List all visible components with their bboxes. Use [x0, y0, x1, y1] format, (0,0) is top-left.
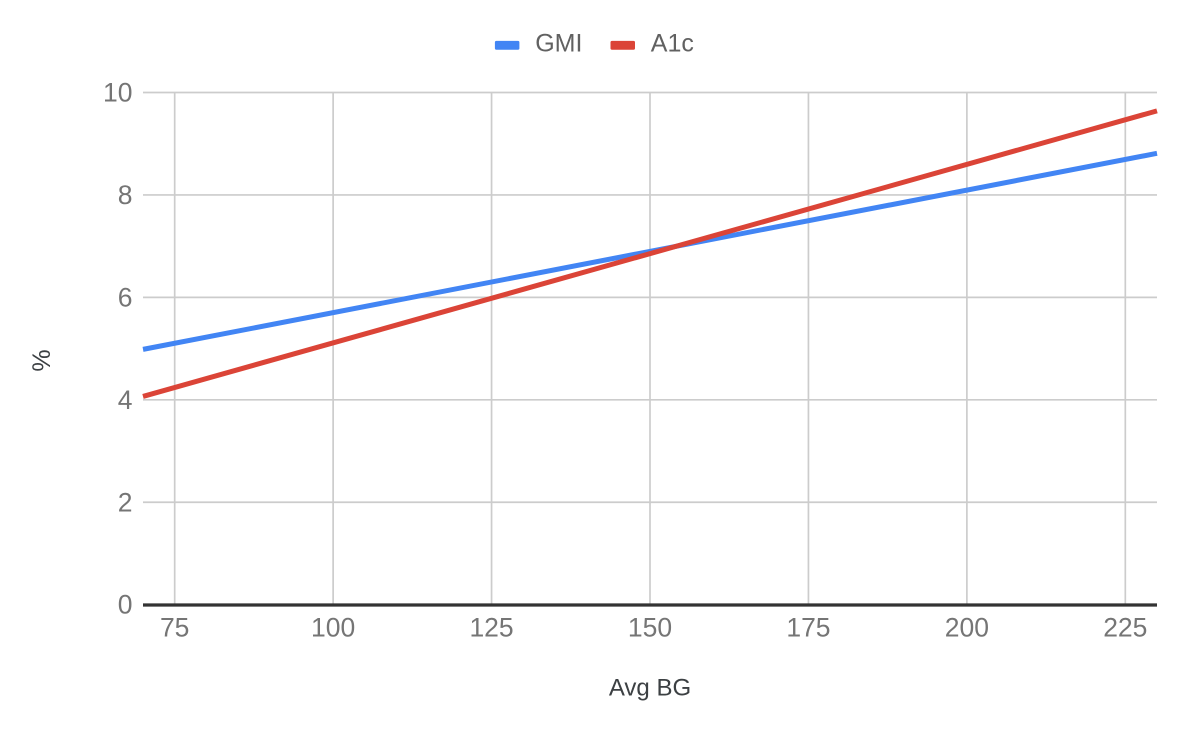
svg-text:175: 175 [786, 612, 830, 642]
svg-text:10: 10 [103, 78, 132, 108]
svg-text:6: 6 [118, 282, 133, 312]
svg-text:225: 225 [1103, 612, 1147, 642]
svg-text:2: 2 [118, 487, 133, 517]
svg-text:4: 4 [118, 385, 133, 415]
svg-text:8: 8 [118, 180, 133, 210]
svg-text:75: 75 [160, 612, 189, 642]
svg-text:0: 0 [118, 590, 133, 620]
svg-text:150: 150 [628, 612, 672, 642]
svg-text:100: 100 [311, 612, 355, 642]
svg-text:A1c: A1c [651, 29, 694, 57]
svg-text:Avg BG: Avg BG [609, 675, 691, 702]
svg-text:200: 200 [945, 612, 989, 642]
svg-text:%: % [28, 349, 56, 371]
svg-text:125: 125 [469, 612, 513, 642]
svg-text:GMI: GMI [535, 29, 582, 57]
